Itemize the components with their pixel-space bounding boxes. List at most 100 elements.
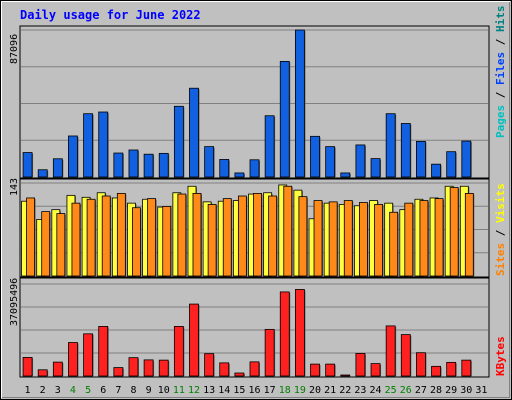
day-label-22: 22: [339, 385, 351, 396]
bar-kbytes-day-18: [279, 291, 290, 377]
bar-hits-day-8: [128, 149, 139, 178]
day-label-26: 26: [400, 385, 412, 396]
bar-sites-day-13: [207, 204, 217, 277]
bar-kbytes-day-5: [83, 333, 93, 377]
day-label-10: 10: [158, 385, 170, 396]
bar-hits-day-16: [249, 159, 260, 178]
bar-hits-day-18: [279, 60, 290, 178]
day-label-6: 6: [100, 385, 106, 396]
bar-sites-day-30: [464, 193, 474, 277]
bar-hits-day-1: [22, 152, 33, 178]
legend-kbytes: KBytes: [494, 336, 507, 376]
day-label-16: 16: [248, 385, 260, 396]
legend-pages: Pages: [494, 105, 507, 138]
day-label-15: 15: [233, 385, 245, 396]
bar-kbytes-day-8: [128, 357, 139, 377]
day-label-28: 28: [430, 385, 442, 396]
bar-kbytes-day-30: [461, 359, 472, 377]
ytick-label-hits: 87096: [9, 34, 20, 64]
bar-sites-day-8: [132, 207, 141, 277]
bar-kbytes-day-27: [416, 352, 426, 377]
legend-hits-files-pages: Pages / Files / Hits: [494, 6, 507, 139]
bar-hits-day-21: [325, 146, 336, 178]
bar-kbytes-day-6: [98, 325, 109, 377]
day-label-8: 8: [130, 385, 136, 396]
day-label-23: 23: [354, 385, 366, 396]
day-label-24: 24: [370, 385, 382, 396]
bar-kbytes-day-14: [219, 362, 230, 377]
legend-sites: Sites: [494, 243, 507, 276]
day-label-3: 3: [55, 385, 61, 396]
legend-sep-1: /: [494, 85, 507, 105]
bar-kbytes-day-16: [249, 361, 260, 377]
bar-sites-day-5: [86, 198, 96, 277]
bar-sites-day-21: [328, 201, 338, 277]
bar-kbytes-day-10: [158, 359, 169, 377]
bar-sites-day-29: [449, 187, 459, 277]
bar-hits-day-4: [68, 135, 78, 178]
bar-kbytes-day-22: [340, 374, 351, 377]
bar-kbytes-day-24: [370, 363, 381, 377]
bar-sites-day-27: [419, 200, 429, 277]
day-label-13: 13: [203, 385, 215, 396]
bar-hits-day-24: [370, 158, 381, 178]
bar-kbytes-day-9: [143, 359, 154, 377]
bar-kbytes-day-4: [68, 342, 78, 377]
bar-hits-day-19: [294, 29, 305, 178]
day-label-19: 19: [294, 385, 306, 396]
bar-sites-day-28: [434, 198, 444, 277]
bar-sites-day-11: [177, 193, 187, 277]
bar-kbytes-day-2: [37, 369, 48, 377]
bar-kbytes-day-3: [52, 361, 63, 377]
bar-hits-day-5: [83, 113, 93, 178]
day-label-5: 5: [85, 385, 91, 396]
bar-sites-day-20: [313, 200, 323, 277]
bar-kbytes-day-19: [294, 289, 305, 377]
bar-hits-day-26: [400, 123, 411, 178]
chart-title: Daily usage for June 2022: [20, 8, 201, 22]
legend-sites-visits: Sites / Visits: [494, 183, 507, 276]
bar-sites-day-2: [41, 211, 51, 277]
bar-hits-day-30: [461, 140, 472, 178]
day-label-18: 18: [279, 385, 291, 396]
legend-sep-3: /: [494, 223, 507, 243]
bar-sites-day-15: [237, 195, 247, 277]
bar-hits-day-29: [446, 151, 457, 178]
day-label-21: 21: [324, 385, 336, 396]
day-label-31: 31: [475, 385, 487, 396]
ytick-label-visits: 143: [9, 178, 20, 196]
bar-hits-day-3: [52, 158, 63, 178]
bar-kbytes-day-12: [189, 303, 199, 377]
bar-sites-day-6: [101, 195, 111, 277]
day-label-30: 30: [460, 385, 472, 396]
bar-hits-day-28: [431, 163, 441, 178]
bar-kbytes-day-21: [325, 363, 336, 377]
ytick-label-kbytes: 37095496: [9, 278, 20, 326]
day-label-1: 1: [25, 385, 31, 396]
day-label-27: 27: [415, 385, 427, 396]
bar-kbytes-day-11: [173, 325, 184, 377]
bar-hits-day-13: [204, 146, 215, 178]
day-label-29: 29: [445, 385, 457, 396]
bar-hits-day-2: [37, 169, 48, 178]
bar-kbytes-day-20: [310, 363, 320, 377]
legend-sep-2: /: [494, 32, 507, 52]
day-label-11: 11: [173, 385, 185, 396]
bar-sites-day-17: [268, 195, 278, 277]
bar-sites-day-22: [343, 200, 353, 277]
bar-sites-day-16: [253, 193, 262, 277]
legend-visits: Visits: [494, 183, 507, 223]
bar-sites-day-10: [162, 206, 172, 277]
day-label-12: 12: [188, 385, 200, 396]
bar-sites-day-19: [298, 196, 308, 277]
bar-hits-day-9: [143, 153, 154, 178]
bar-hits-day-10: [158, 152, 169, 178]
bar-hits-day-23: [355, 144, 366, 178]
bar-hits-day-22: [340, 172, 351, 178]
bar-kbytes-day-23: [355, 353, 366, 377]
bar-kbytes-day-13: [204, 353, 215, 377]
bar-sites-day-26: [404, 202, 414, 277]
bar-sites-day-25: [389, 211, 399, 277]
bar-hits-day-12: [189, 87, 199, 178]
